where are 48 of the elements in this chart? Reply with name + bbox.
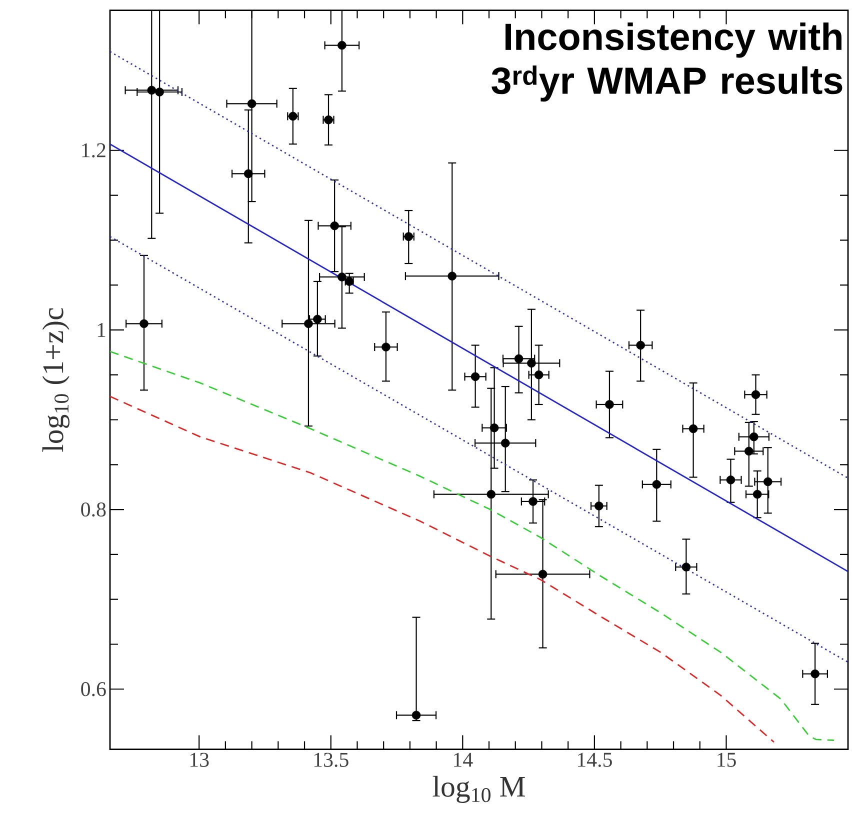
y-axis-title: log$_{10}$ (1+z)c xyxy=(42,308,70,452)
point xyxy=(750,432,758,442)
y-tick-label: 1 xyxy=(98,323,106,337)
x-tick-label: 13.5 xyxy=(314,752,348,767)
point xyxy=(147,86,156,95)
point xyxy=(763,477,772,486)
y-tick-label: 0.6 xyxy=(81,682,106,696)
point xyxy=(726,476,736,484)
text: Inconsistency with 3$^{rd}$yr WMAP results xyxy=(492,22,842,102)
point xyxy=(338,40,346,50)
point xyxy=(490,423,499,432)
x-tick-label: 13 xyxy=(190,752,209,767)
point xyxy=(744,446,754,456)
point xyxy=(514,354,524,364)
point xyxy=(652,480,662,489)
point xyxy=(682,562,691,572)
point xyxy=(500,438,510,448)
point xyxy=(534,370,544,380)
point xyxy=(448,272,457,280)
point xyxy=(528,497,538,506)
point xyxy=(605,400,614,409)
y-tick-label: 0.8 xyxy=(81,502,106,517)
point xyxy=(810,669,820,678)
point xyxy=(486,490,496,499)
x-tick-label: 15 xyxy=(718,752,736,767)
point xyxy=(752,490,762,499)
point xyxy=(470,372,480,382)
x-tick-label: 14 xyxy=(454,752,473,767)
x-tick-label: 14.5 xyxy=(578,752,612,767)
point xyxy=(382,342,390,352)
line-series xyxy=(110,396,775,743)
y-tick-label: 1.2 xyxy=(82,143,106,158)
point xyxy=(688,424,698,434)
point xyxy=(313,314,322,324)
point xyxy=(636,340,645,350)
point xyxy=(751,390,760,400)
point xyxy=(155,88,164,96)
point xyxy=(338,272,346,282)
x-axis-title: log$_{10}$ M xyxy=(432,776,525,803)
point xyxy=(244,169,253,178)
point xyxy=(527,358,536,368)
point xyxy=(538,570,548,579)
point xyxy=(140,319,148,328)
point xyxy=(594,502,604,510)
point xyxy=(247,99,256,108)
point xyxy=(304,319,313,328)
point xyxy=(330,221,339,230)
line-series xyxy=(110,350,835,742)
